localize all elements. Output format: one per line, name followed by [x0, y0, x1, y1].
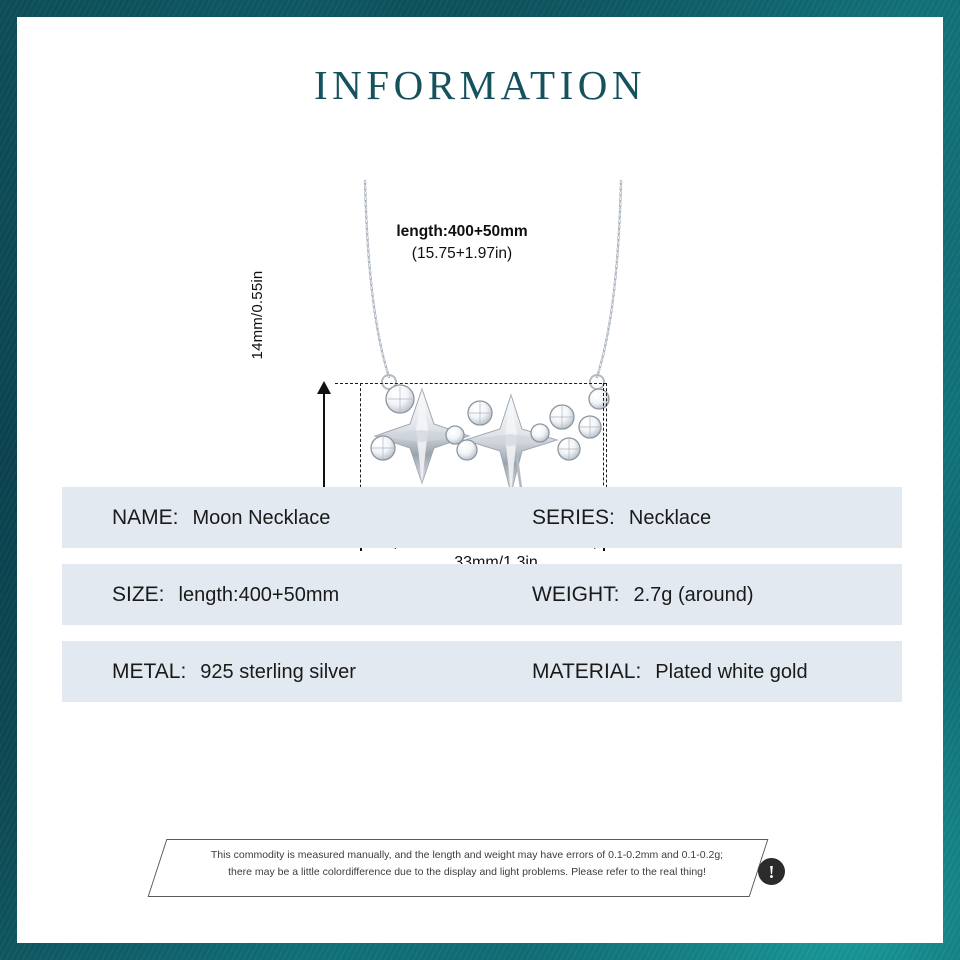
spec-value: Necklace [628, 506, 712, 529]
spec-value: Plated white gold [655, 660, 808, 683]
chain-length-mm: length:400+50mm [396, 223, 528, 240]
spec-key: SERIES: [532, 505, 615, 529]
spec-cell-size: SIZE: length:400+50mm [112, 583, 339, 607]
disclaimer-line-1: This commodity is measured manually, and… [210, 849, 724, 861]
spec-key: SIZE: [112, 582, 165, 606]
spec-cell-weight: WEIGHT: 2.7g (around) [532, 583, 754, 607]
dimension-extension-line-right [603, 383, 604, 545]
dimension-extension-line-top [335, 383, 363, 384]
disclaimer-text: This commodity is measured manually, and… [187, 847, 747, 882]
exclamation-icon: ! [758, 858, 785, 885]
spec-row: SIZE: length:400+50mm WEIGHT: 2.7g (arou… [62, 564, 902, 625]
chain-length-in: (15.75+1.97in) [411, 245, 513, 263]
height-arrow-up-icon [317, 381, 331, 394]
spec-value: 925 sterling silver [200, 660, 356, 683]
spec-value: Moon Necklace [192, 506, 331, 529]
spec-value: 2.7g (around) [633, 583, 754, 606]
spec-row: METAL: 925 sterling silver MATERIAL: Pla… [62, 641, 902, 702]
disclaimer-section: This commodity is measured manually, and… [17, 829, 943, 919]
spec-cell-name: NAME: Moon Necklace [112, 506, 330, 530]
information-panel: INFORMATION [17, 17, 943, 943]
height-dimension-line [323, 383, 325, 511]
spec-cell-material: MATERIAL: Plated white gold [532, 660, 808, 684]
height-dimension-label: 14mm/0.55in [249, 270, 266, 360]
spec-row: NAME: Moon Necklace SERIES: Necklace [62, 487, 902, 548]
disclaimer-line-2: there may be a little colordifference du… [228, 866, 706, 879]
spec-key: NAME: [112, 505, 179, 529]
spec-cell-series: SERIES: Necklace [532, 506, 711, 530]
spec-cell-metal: METAL: 925 sterling silver [112, 660, 356, 684]
spec-key: WEIGHT: [532, 582, 620, 606]
spec-value: length:400+50mm [178, 583, 340, 606]
chain-length-annotation: length:400+50mm (15.75+1.97in) [347, 221, 577, 266]
page-title: INFORMATION [314, 62, 646, 108]
specification-table: NAME: Moon Necklace SERIES: Necklace SIZ… [62, 487, 902, 718]
spec-key: METAL: [112, 659, 187, 683]
spec-key: MATERIAL: [532, 659, 642, 683]
